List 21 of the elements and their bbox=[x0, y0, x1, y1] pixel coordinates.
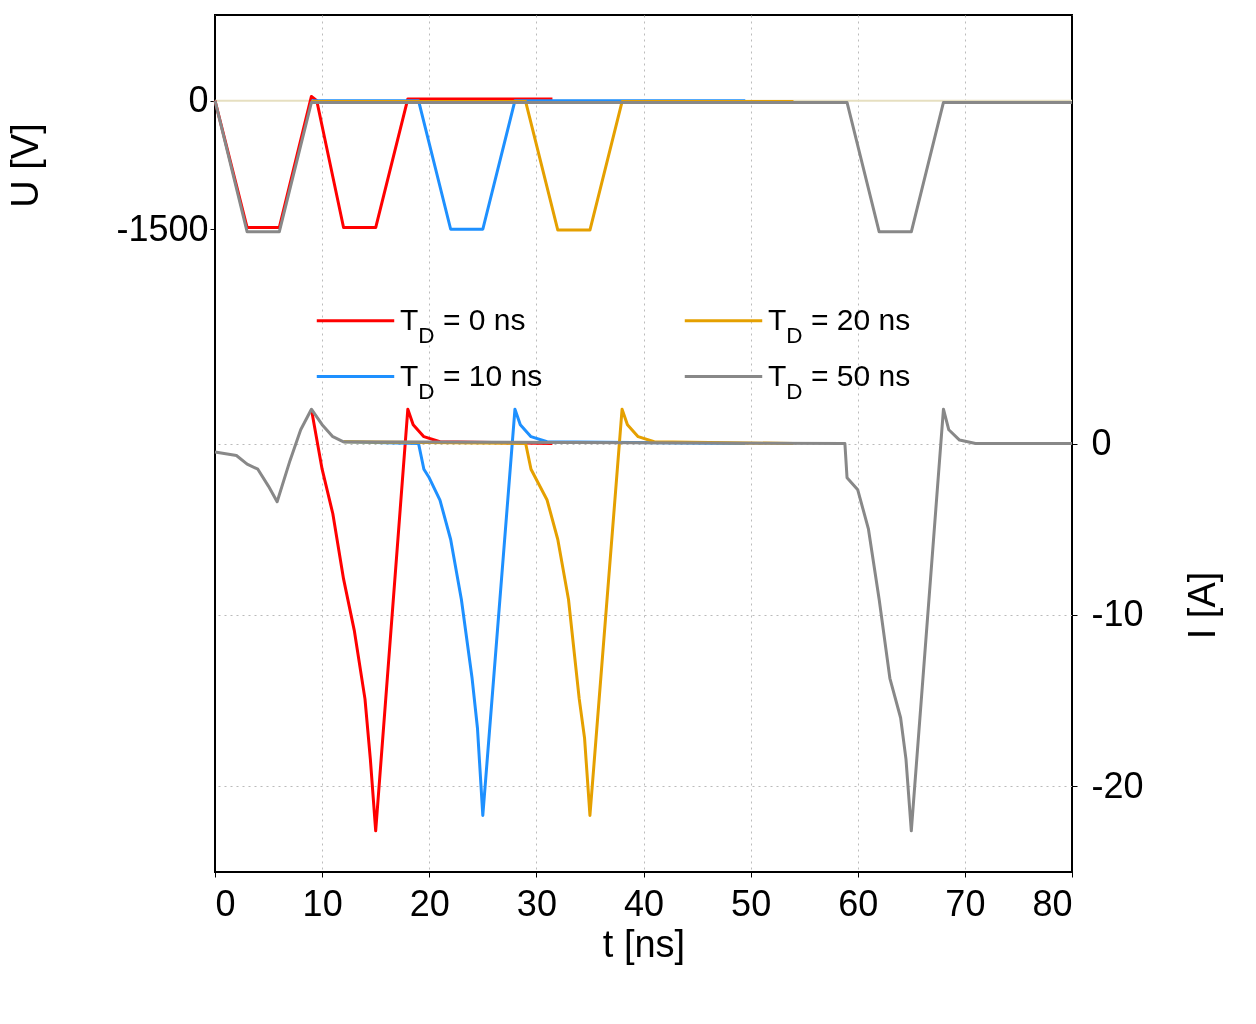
x-tick-label: 10 bbox=[302, 882, 343, 924]
y2-axis-title: I [A] bbox=[1180, 571, 1223, 640]
x-axis-title: t [ns] bbox=[602, 922, 686, 965]
x-tick-label: 30 bbox=[516, 882, 557, 924]
legend-label: T$_{D}$ = 20 ns bbox=[768, 302, 911, 348]
y2-tick-label: -10 bbox=[1091, 593, 1144, 635]
y-tick-label: -1500 bbox=[116, 207, 209, 249]
x-tick-label: 40 bbox=[623, 882, 665, 924]
y2-tick-label: 0 bbox=[1091, 422, 1112, 463]
x-tick-label: 70 bbox=[945, 882, 986, 924]
x-tick-label: 0 bbox=[215, 882, 236, 924]
x-tick-label: 50 bbox=[731, 882, 772, 924]
x-tick-label: 80 bbox=[1032, 882, 1073, 924]
y-axis-title: U [V] bbox=[3, 123, 46, 208]
legend-label: T$_{D}$ = 50 ns bbox=[768, 358, 911, 403]
x-tick-label: 20 bbox=[409, 882, 450, 924]
line-series bbox=[213, 407, 1074, 833]
y2-tick-label: -20 bbox=[1091, 764, 1144, 806]
legend-label: T$_{D}$ = 10 ns bbox=[400, 358, 543, 403]
x-tick-label: 60 bbox=[838, 882, 879, 924]
legend-label: T$_{D}$ = 0 ns bbox=[400, 302, 526, 348]
